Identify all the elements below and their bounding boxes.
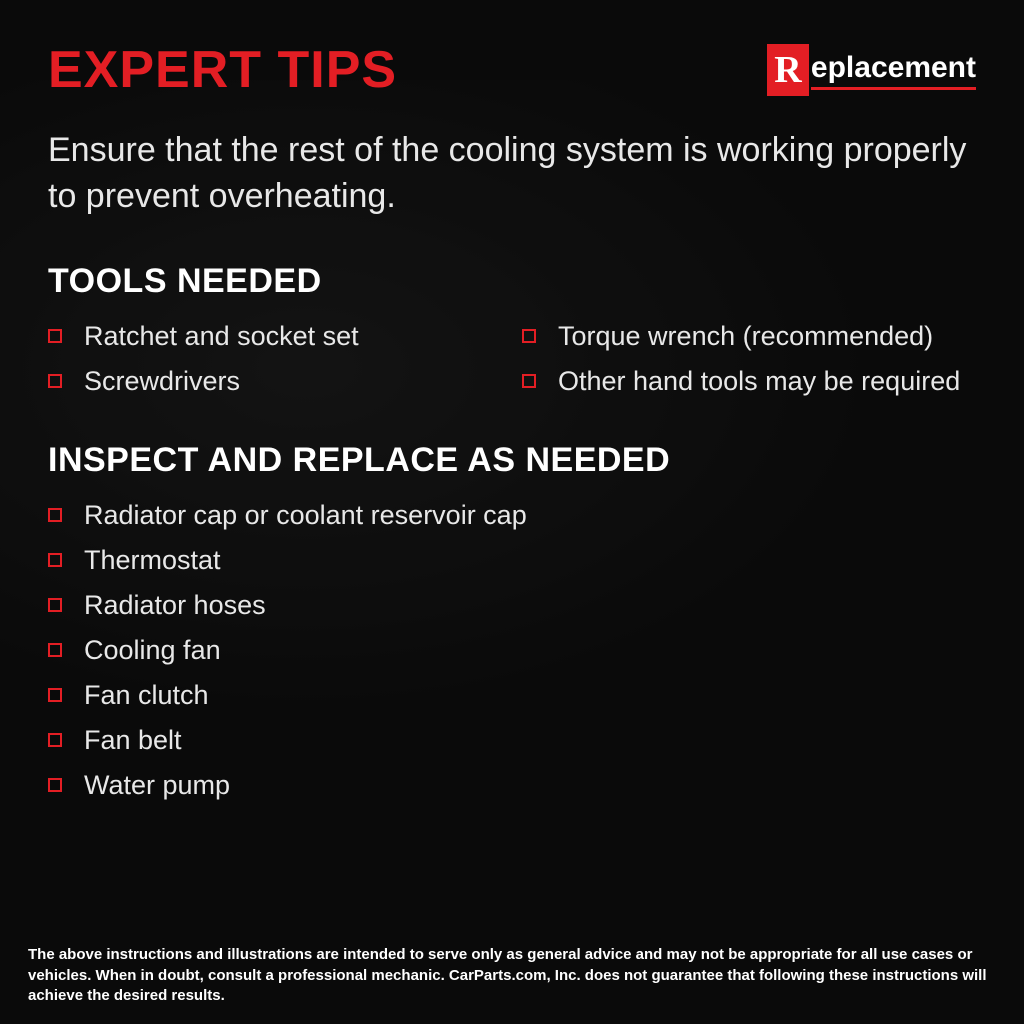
list-item-label: Screwdrivers <box>84 366 240 397</box>
bullet-icon <box>48 508 62 522</box>
list-item: Fan clutch <box>48 680 976 711</box>
list-item: Cooling fan <box>48 635 976 666</box>
list-item-label: Fan clutch <box>84 680 209 711</box>
brand-logo: R eplacement <box>767 44 976 96</box>
inspect-heading: INSPECT AND REPLACE AS NEEDED <box>48 441 976 480</box>
content-container: EXPERT TIPS R eplacement Ensure that the… <box>0 0 1024 1024</box>
bullet-icon <box>522 374 536 388</box>
tools-heading: TOOLS NEEDED <box>48 262 976 301</box>
list-item-label: Fan belt <box>84 725 182 756</box>
list-item-label: Water pump <box>84 770 230 801</box>
bullet-icon <box>522 329 536 343</box>
list-item: Radiator hoses <box>48 590 976 621</box>
bullet-icon <box>48 598 62 612</box>
inspect-list: Radiator cap or coolant reservoir cap Th… <box>48 500 976 801</box>
bullet-icon <box>48 688 62 702</box>
list-item: Ratchet and socket set <box>48 321 502 352</box>
list-item: Thermostat <box>48 545 976 576</box>
list-item-label: Cooling fan <box>84 635 221 666</box>
list-item-label: Radiator cap or coolant reservoir cap <box>84 500 527 531</box>
header: EXPERT TIPS R eplacement <box>48 40 976 100</box>
list-item: Other hand tools may be required <box>522 366 976 397</box>
bullet-icon <box>48 643 62 657</box>
bullet-icon <box>48 778 62 792</box>
page-title: EXPERT TIPS <box>48 40 397 100</box>
list-item-label: Torque wrench (recommended) <box>558 321 933 352</box>
logo-r-badge: R <box>767 44 809 96</box>
list-item: Radiator cap or coolant reservoir cap <box>48 500 976 531</box>
bullet-icon <box>48 374 62 388</box>
list-item-label: Ratchet and socket set <box>84 321 359 352</box>
list-item: Fan belt <box>48 725 976 756</box>
list-item: Screwdrivers <box>48 366 502 397</box>
bullet-icon <box>48 553 62 567</box>
tools-list: Ratchet and socket set Torque wrench (re… <box>48 321 976 397</box>
bullet-icon <box>48 733 62 747</box>
logo-text: eplacement <box>811 51 976 90</box>
list-item-label: Radiator hoses <box>84 590 266 621</box>
list-item-label: Thermostat <box>84 545 221 576</box>
list-item: Water pump <box>48 770 976 801</box>
intro-text: Ensure that the rest of the cooling syst… <box>48 128 976 220</box>
list-item-label: Other hand tools may be required <box>558 366 960 397</box>
bullet-icon <box>48 329 62 343</box>
list-item: Torque wrench (recommended) <box>522 321 976 352</box>
